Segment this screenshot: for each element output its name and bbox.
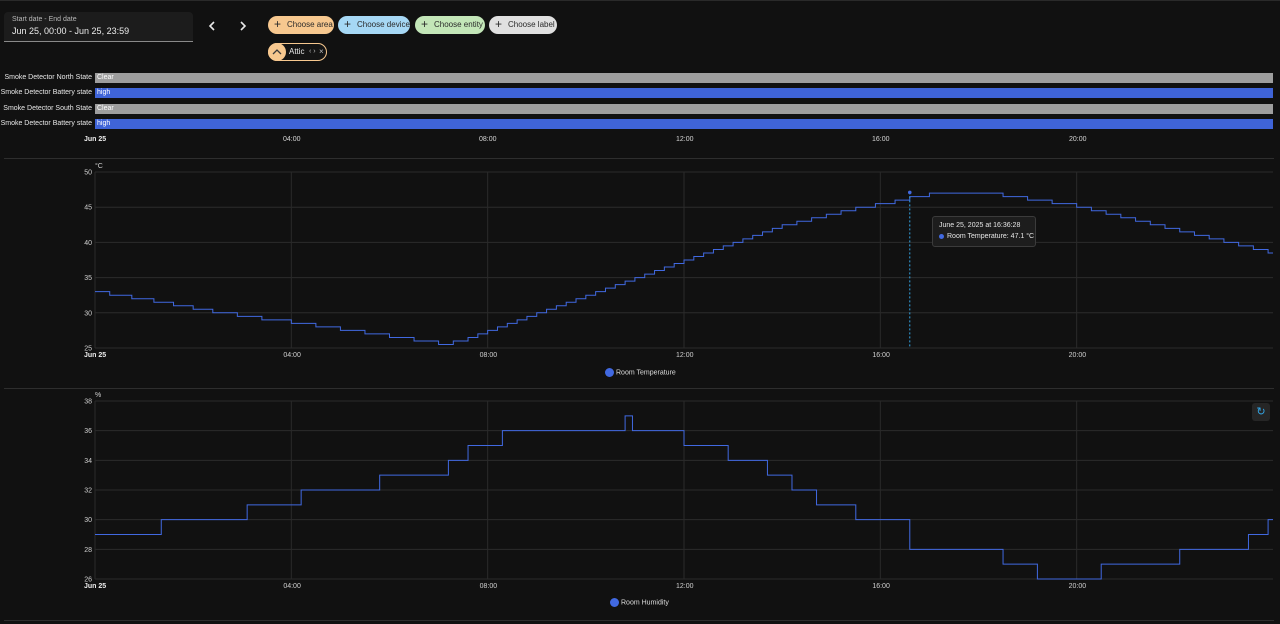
timeline-x-tick: 12:00 (676, 136, 694, 143)
humidity-legend-label: Room Humidity (621, 599, 669, 607)
choose-area-label: Choose area (287, 20, 333, 29)
timeline-x-tick: 16:00 (872, 136, 890, 143)
expand-icon[interactable]: ‹ › (309, 48, 316, 55)
y-tick-label: 40 (84, 240, 92, 247)
hover-point (907, 190, 912, 195)
temperature-chart[interactable]: 25 30 35 40 45 50°C Jun 25 04:00 08:00 12:00 16:00… (0, 160, 1280, 360)
x-tick-label: Jun 25 (84, 583, 106, 590)
timeline-bar[interactable]: high (95, 119, 1273, 129)
timeline-state: Clear (97, 105, 114, 112)
y-tick-label: 30 (84, 517, 92, 524)
attic-area-chip[interactable]: Attic ‹ › × (268, 43, 327, 61)
y-tick-label: 32 (84, 488, 92, 495)
timeline-row-label: Smoke Detector North State (4, 74, 92, 81)
series-line (95, 415, 1273, 580)
timeline-bar[interactable]: Clear (95, 73, 1273, 83)
x-tick-label: 08:00 (480, 352, 498, 359)
x-tick-label: 04:00 (283, 352, 301, 359)
timeline-row-label: Smoke Detector South State (3, 105, 92, 112)
x-tick-label: 04:00 (283, 583, 301, 590)
choose-area-chip[interactable]: + Choose area (268, 16, 334, 34)
section-divider (4, 388, 1274, 389)
attic-label: Attic (289, 47, 305, 56)
plus-icon: + (421, 17, 429, 31)
choose-entity-label: Choose entity (434, 20, 483, 29)
next-period-button[interactable] (234, 17, 252, 35)
legend-dot (605, 368, 614, 377)
timeline-bar[interactable]: Clear (95, 104, 1273, 114)
close-icon[interactable]: × (319, 47, 324, 56)
humidity-legend[interactable]: Room Humidity (610, 598, 669, 607)
tooltip-time: June 25, 2025 at 16:36:28 (939, 222, 1021, 229)
y-unit-label: % (95, 392, 101, 399)
plus-icon: + (344, 17, 352, 31)
timeline-x-tick: 20:00 (1069, 136, 1087, 143)
chevron-left-icon (208, 21, 215, 31)
tooltip-value: Room Temperature: 47.1 °C (947, 233, 1035, 240)
y-tick-label: 28 (84, 547, 92, 554)
y-tick-label: 35 (84, 275, 92, 282)
reset-zoom-button[interactable]: ↻ (1252, 403, 1270, 421)
series-line (95, 192, 1273, 345)
timeline-row-label: Smoke Detector Battery state (0, 120, 92, 127)
x-tick-label: 16:00 (872, 352, 890, 359)
legend-dot (610, 598, 619, 607)
y-tick-label: 45 (84, 205, 92, 212)
tooltip-value-row: Room Temperature: 47.1 °C (939, 233, 1034, 240)
temperature-legend[interactable]: Room Temperature (605, 368, 676, 377)
timeline-x-tick: Jun 25 (84, 136, 107, 143)
timeline-state: high (97, 120, 111, 127)
x-tick-label: 08:00 (480, 583, 498, 590)
previous-period-button[interactable] (203, 17, 221, 35)
top-divider (0, 0, 1280, 1)
section-divider (4, 620, 1274, 621)
timeline-bar[interactable]: high (95, 88, 1273, 98)
y-tick-label: 30 (84, 310, 92, 317)
y-tick-label: 50 (84, 170, 92, 177)
choose-label-chip[interactable]: + Choose label (489, 16, 557, 34)
y-unit-label: °C (95, 162, 103, 170)
plus-icon: + (495, 17, 503, 31)
attic-icon (268, 43, 286, 61)
timeline-x-tick: 08:00 (479, 136, 497, 143)
choose-device-chip[interactable]: + Choose device (338, 16, 410, 34)
choose-entity-chip[interactable]: + Choose entity (415, 16, 485, 34)
x-tick-label: 20:00 (1069, 583, 1087, 590)
section-divider (4, 158, 1274, 159)
x-tick-label: 16:00 (872, 583, 890, 590)
humidity-chart[interactable]: 26 28 30 32 34 36 38% Jun 25 04:00 08:00 12:00 16:0… (0, 390, 1280, 590)
temperature-legend-label: Room Temperature (616, 369, 676, 377)
chevron-right-icon (240, 21, 247, 31)
x-tick-label: 20:00 (1069, 352, 1087, 359)
date-range-label: Start date - End date (12, 16, 77, 23)
chart-tooltip: June 25, 2025 at 16:36:28 Room Temperatu… (932, 216, 1036, 247)
x-tick-label: Jun 25 (84, 352, 106, 359)
y-tick-label: 25 (84, 346, 92, 353)
tooltip-dot (939, 233, 944, 239)
choose-device-label: Choose device (357, 20, 410, 29)
timeline-x-tick: 04:00 (283, 136, 301, 143)
choose-label-label: Choose label (508, 20, 555, 29)
timeline-state: high (97, 89, 111, 96)
y-tick-label: 34 (84, 458, 92, 465)
date-range-value: Jun 25, 00:00 - Jun 25, 23:59 (12, 26, 130, 36)
timeline-state: Clear (97, 74, 114, 81)
date-range-picker[interactable]: Start date - End date Jun 25, 00:00 - Ju… (4, 12, 193, 42)
y-tick-label: 36 (84, 428, 92, 435)
y-tick-label: 26 (84, 577, 92, 584)
plus-icon: + (274, 17, 282, 31)
y-tick-label: 38 (84, 399, 92, 406)
x-tick-label: 12:00 (676, 352, 694, 359)
x-tick-label: 12:00 (676, 583, 694, 590)
timeline-row-label: Smoke Detector Battery state (0, 89, 92, 96)
